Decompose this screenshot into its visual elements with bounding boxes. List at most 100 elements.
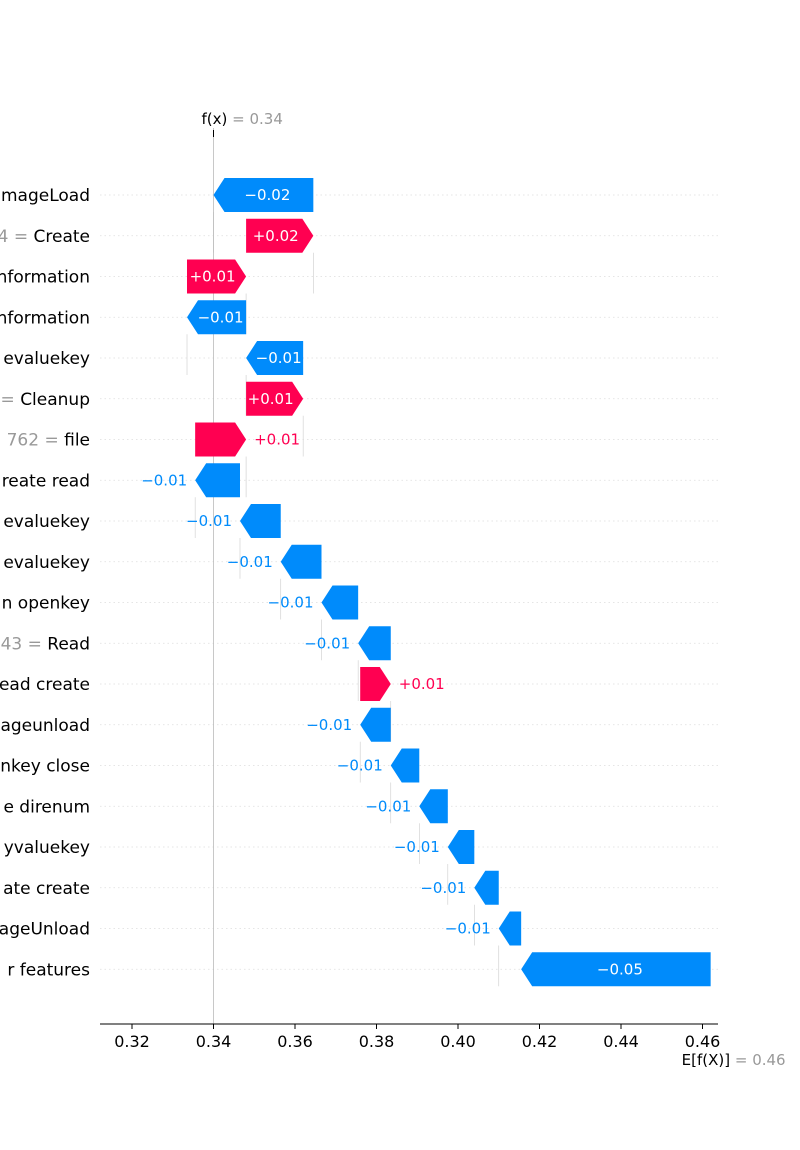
feature-labels: mageLoad 4 = Create nformation nformation ev…	[0, 186, 90, 980]
bar-value-label: −0.01	[445, 920, 491, 938]
feature-name-text: Read	[47, 634, 90, 654]
x-tick-label: 0.34	[196, 1032, 232, 1051]
bar-value-label: −0.01	[365, 797, 411, 815]
negative-contribution-bar	[280, 544, 322, 579]
bar-value-label: +0.02	[253, 227, 299, 245]
x-tick-label: 0.40	[440, 1032, 476, 1051]
negative-contribution-bar	[321, 585, 359, 620]
fx-value: 0.34	[249, 110, 282, 128]
feature-value-text: 762 =	[7, 431, 65, 451]
x-axis-ticks: 0.32 0.34 0.36 0.38 0.40 0.42 0.44 0.46	[114, 1024, 720, 1051]
negative-contribution-bar	[474, 870, 499, 905]
fx-name: f(x)	[202, 110, 228, 128]
feature-name-text: nkey close	[0, 757, 90, 777]
feature-label: ageUnload	[0, 920, 90, 940]
feature-label: nformation	[0, 268, 90, 288]
feature-name-text: ate create	[3, 879, 90, 899]
feature-label: yvaluekey	[4, 838, 90, 858]
negative-contribution-bar	[360, 707, 391, 742]
feature-name-text: ageUnload	[0, 920, 90, 940]
bars: −0.02 +0.02 +0.01 −0.01 −0.01 +0.01 +0.01 −0.01…	[141, 178, 711, 987]
feature-label: ead create	[0, 675, 90, 695]
feature-name-text: evaluekey	[3, 349, 90, 369]
feature-value-text: 4 =	[0, 227, 34, 247]
feature-name-text: evaluekey	[3, 553, 90, 573]
bar-value-label: −0.01	[141, 471, 187, 489]
feature-name-text: ageunload	[0, 716, 90, 736]
bar-value-label: −0.05	[597, 960, 643, 978]
feature-label: reate read	[2, 471, 90, 491]
bar-value-label: −0.01	[186, 512, 232, 530]
bar-value-label: +0.01	[190, 268, 236, 286]
feature-label: ate create	[3, 879, 90, 899]
bar-value-label: −0.01	[304, 634, 350, 652]
feature-name-text: r features	[7, 960, 90, 980]
negative-contribution-bar	[195, 463, 240, 498]
x-tick-label: 0.46	[685, 1032, 721, 1051]
negative-contribution-bar	[498, 911, 522, 946]
bar-value-label: −0.01	[198, 308, 244, 326]
positive-contribution-bar	[246, 381, 304, 416]
bar-value-label: −0.01	[306, 716, 352, 734]
feature-name-text: file	[64, 431, 90, 451]
expected-value-name: E[f(X)]	[682, 1051, 730, 1069]
positive-contribution-bar	[187, 259, 247, 294]
feature-value-text: =	[1, 390, 21, 410]
positive-contribution-bar	[360, 667, 391, 701]
feature-name-text: n openkey	[2, 594, 90, 614]
bar-value-label: −0.02	[244, 186, 290, 204]
negative-contribution-bar	[239, 504, 281, 538]
feature-label: r features	[7, 960, 90, 980]
bar-value-label: −0.01	[227, 553, 273, 571]
feature-label: ageunload	[0, 716, 90, 736]
feature-name-text: yvaluekey	[4, 838, 90, 858]
negative-contribution-bar	[447, 830, 475, 864]
bar-value-label: −0.01	[394, 838, 440, 856]
expected-value-label: E[f(X)] = 0.46	[682, 1051, 786, 1069]
expected-value-equals: =	[730, 1051, 752, 1069]
bar-value-label: −0.01	[256, 349, 302, 367]
positive-contribution-bar	[195, 422, 247, 457]
negative-contribution-bar	[419, 789, 448, 824]
negative-contribution-bar	[390, 748, 420, 783]
negative-contribution-bar	[521, 952, 711, 987]
feature-label: 762 = file	[7, 431, 90, 451]
bar-value-label: −0.01	[268, 594, 314, 612]
feature-name-text: evaluekey	[3, 512, 90, 532]
bar-value-label: +0.01	[399, 675, 445, 693]
feature-name-text: e direnum	[3, 797, 90, 817]
bar-value-label: +0.01	[254, 431, 300, 449]
feature-label: = Cleanup	[1, 390, 90, 410]
feature-name-text: ead create	[0, 675, 90, 695]
feature-name-text: reate read	[2, 471, 90, 491]
feature-label: evaluekey	[3, 553, 90, 573]
fx-equals: =	[227, 110, 249, 128]
negative-contribution-bar	[187, 300, 247, 335]
x-tick-label: 0.44	[603, 1032, 639, 1051]
bar-value-label: −0.01	[420, 879, 466, 897]
bar-value-label: −0.01	[337, 757, 383, 775]
feature-name-text: Create	[34, 227, 91, 247]
positive-contribution-bar	[246, 218, 314, 253]
feature-name-text: nformation	[0, 268, 90, 288]
x-tick-label: 0.38	[359, 1032, 395, 1051]
feature-name-text: nformation	[0, 308, 90, 328]
negative-contribution-bar	[358, 626, 391, 661]
negative-contribution-bar	[246, 341, 304, 375]
feature-label: nformation	[0, 308, 90, 328]
feature-value-text: 43 =	[1, 634, 48, 654]
feature-label: evaluekey	[3, 512, 90, 532]
x-tick-label: 0.36	[277, 1032, 313, 1051]
feature-label: 43 = Read	[1, 634, 90, 654]
negative-contribution-bar	[213, 178, 314, 212]
x-tick-label: 0.32	[114, 1032, 150, 1051]
feature-label: evaluekey	[3, 349, 90, 369]
feature-label: mageLoad	[1, 186, 90, 206]
feature-name-text: Cleanup	[20, 390, 90, 410]
bar-value-label: +0.01	[248, 390, 294, 408]
feature-name-text: mageLoad	[1, 186, 90, 206]
feature-label: 4 = Create	[0, 227, 90, 247]
feature-label: nkey close	[0, 757, 90, 777]
expected-value-value: 0.46	[752, 1051, 785, 1069]
